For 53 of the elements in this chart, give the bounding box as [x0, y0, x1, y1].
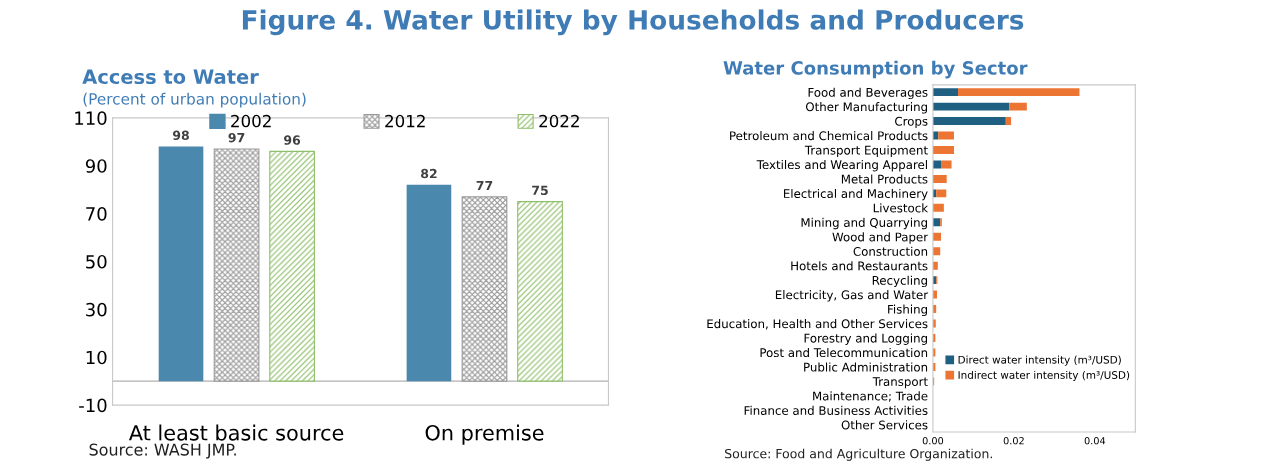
- y-tick-label: Forestry and Logging: [804, 333, 927, 345]
- x-tick-label: 0.02: [1003, 437, 1024, 445]
- y-tick-label: Post and Telecommunication: [760, 347, 928, 358]
- y-tick-label: Transport Equipment: [804, 145, 928, 157]
- data-label: 77: [476, 180, 493, 191]
- data-label: 96: [284, 135, 301, 145]
- x-tick-label: 0.00: [922, 437, 944, 445]
- legend-label: Indirect water intensity (m³/USD): [958, 370, 1130, 381]
- y-tick-label: 110: [75, 111, 107, 125]
- legend-label: 2022: [539, 114, 579, 128]
- y-tick-label: Textiles and Wearing Apparel: [756, 159, 927, 172]
- y-tick-label: Metal Products: [841, 174, 928, 184]
- x-tick-label: 0.04: [1084, 437, 1106, 445]
- y-tick-label: Construction: [853, 246, 928, 256]
- y-tick-label: Mining and Quarrying: [801, 217, 927, 230]
- legend-label: 2012: [385, 114, 425, 128]
- data-label: 98: [172, 130, 189, 140]
- data-label: 97: [228, 132, 245, 143]
- y-tick-label: Recycling: [872, 275, 927, 288]
- y-tick-label: Finance and Business Activities: [744, 405, 928, 415]
- y-tick-label: Fishing: [888, 304, 928, 316]
- data-label: 82: [421, 168, 437, 179]
- y-tick-label: 50: [86, 254, 107, 269]
- y-tick-label: Transport: [872, 377, 928, 389]
- x-tick-label: On premise: [425, 424, 544, 445]
- y-tick-label: Maintenance; Trade: [813, 391, 928, 402]
- y-tick-label: Hotels and Restaurants: [791, 261, 928, 271]
- y-tick-label: Other Manufacturing: [805, 102, 928, 114]
- y-tick-label: Petroleum and Chemical Products: [730, 131, 928, 141]
- source-note: Source: Food and Agriculture Organization.: [725, 448, 992, 461]
- x-tick-label: At least basic source: [128, 424, 344, 441]
- y-tick-label: Food and Beverages: [808, 87, 928, 100]
- legend-label: Direct water intensity (m³/USD): [958, 355, 1121, 366]
- source-note: Source: WASH JMP.: [89, 443, 236, 459]
- legend-label: 2002: [231, 114, 271, 128]
- data-label: 75: [532, 185, 548, 196]
- chart-subtitle: (Percent of urban population): [83, 92, 306, 108]
- y-tick-label: 70: [86, 207, 107, 221]
- y-tick-label: 10: [86, 350, 107, 365]
- y-tick-label: 30: [86, 302, 107, 317]
- chart-title: Access to Water: [82, 69, 259, 85]
- y-tick-label: Electrical and Machinery: [784, 188, 928, 201]
- y-tick-label: 90: [85, 159, 107, 173]
- chart-title: Water Consumption by Sector: [723, 60, 1028, 79]
- y-tick-label: Livestock: [873, 203, 929, 213]
- y-tick-label: Wood and Paper: [832, 232, 929, 244]
- y-tick-label: -10: [79, 398, 107, 413]
- y-tick-label: Electricity, Gas and Water: [775, 290, 929, 302]
- y-tick-label: Crops: [895, 116, 928, 129]
- caption: Figure 4. Water Utility by Households and Producers: [242, 9, 1024, 36]
- y-tick-label: Education, Health and Other Services: [707, 319, 928, 330]
- y-tick-label: Public Administration: [804, 362, 928, 372]
- y-tick-label: Other Services: [841, 420, 928, 430]
